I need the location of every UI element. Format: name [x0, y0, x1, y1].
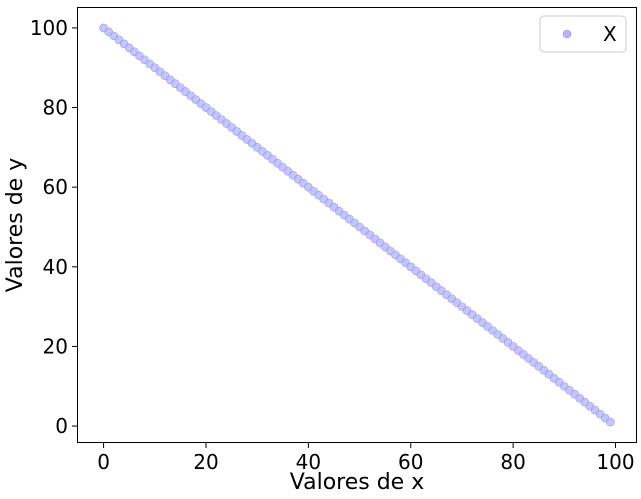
data-point — [606, 417, 615, 427]
x-axis-label: Valores de x — [290, 470, 424, 495]
x-tick-label: 100 — [596, 450, 634, 474]
y-tick-label: 80 — [43, 96, 68, 120]
legend: X — [539, 15, 627, 53]
y-tick-label: 0 — [55, 414, 68, 438]
x-tick-label: 0 — [97, 450, 110, 474]
legend-label: X — [603, 22, 617, 46]
data-points — [99, 23, 615, 427]
y-tick-label: 60 — [43, 175, 68, 199]
x-tick-label: 20 — [193, 450, 218, 474]
legend-frame — [539, 15, 627, 53]
y-axis-label: Valores de y — [3, 158, 28, 292]
y-tick-label: 20 — [43, 334, 68, 358]
plot-frame — [77, 7, 637, 443]
y-tick-label: 40 — [43, 255, 68, 279]
x-axis-ticks: 0 20 40 60 80 100 — [97, 442, 635, 474]
x-tick-label: 60 — [398, 450, 423, 474]
legend-marker — [562, 29, 572, 39]
y-tick-label: 100 — [30, 16, 68, 40]
x-tick-label: 80 — [500, 450, 525, 474]
x-tick-label: 40 — [296, 450, 321, 474]
y-axis-ticks: 0 20 40 60 80 100 — [30, 16, 78, 438]
